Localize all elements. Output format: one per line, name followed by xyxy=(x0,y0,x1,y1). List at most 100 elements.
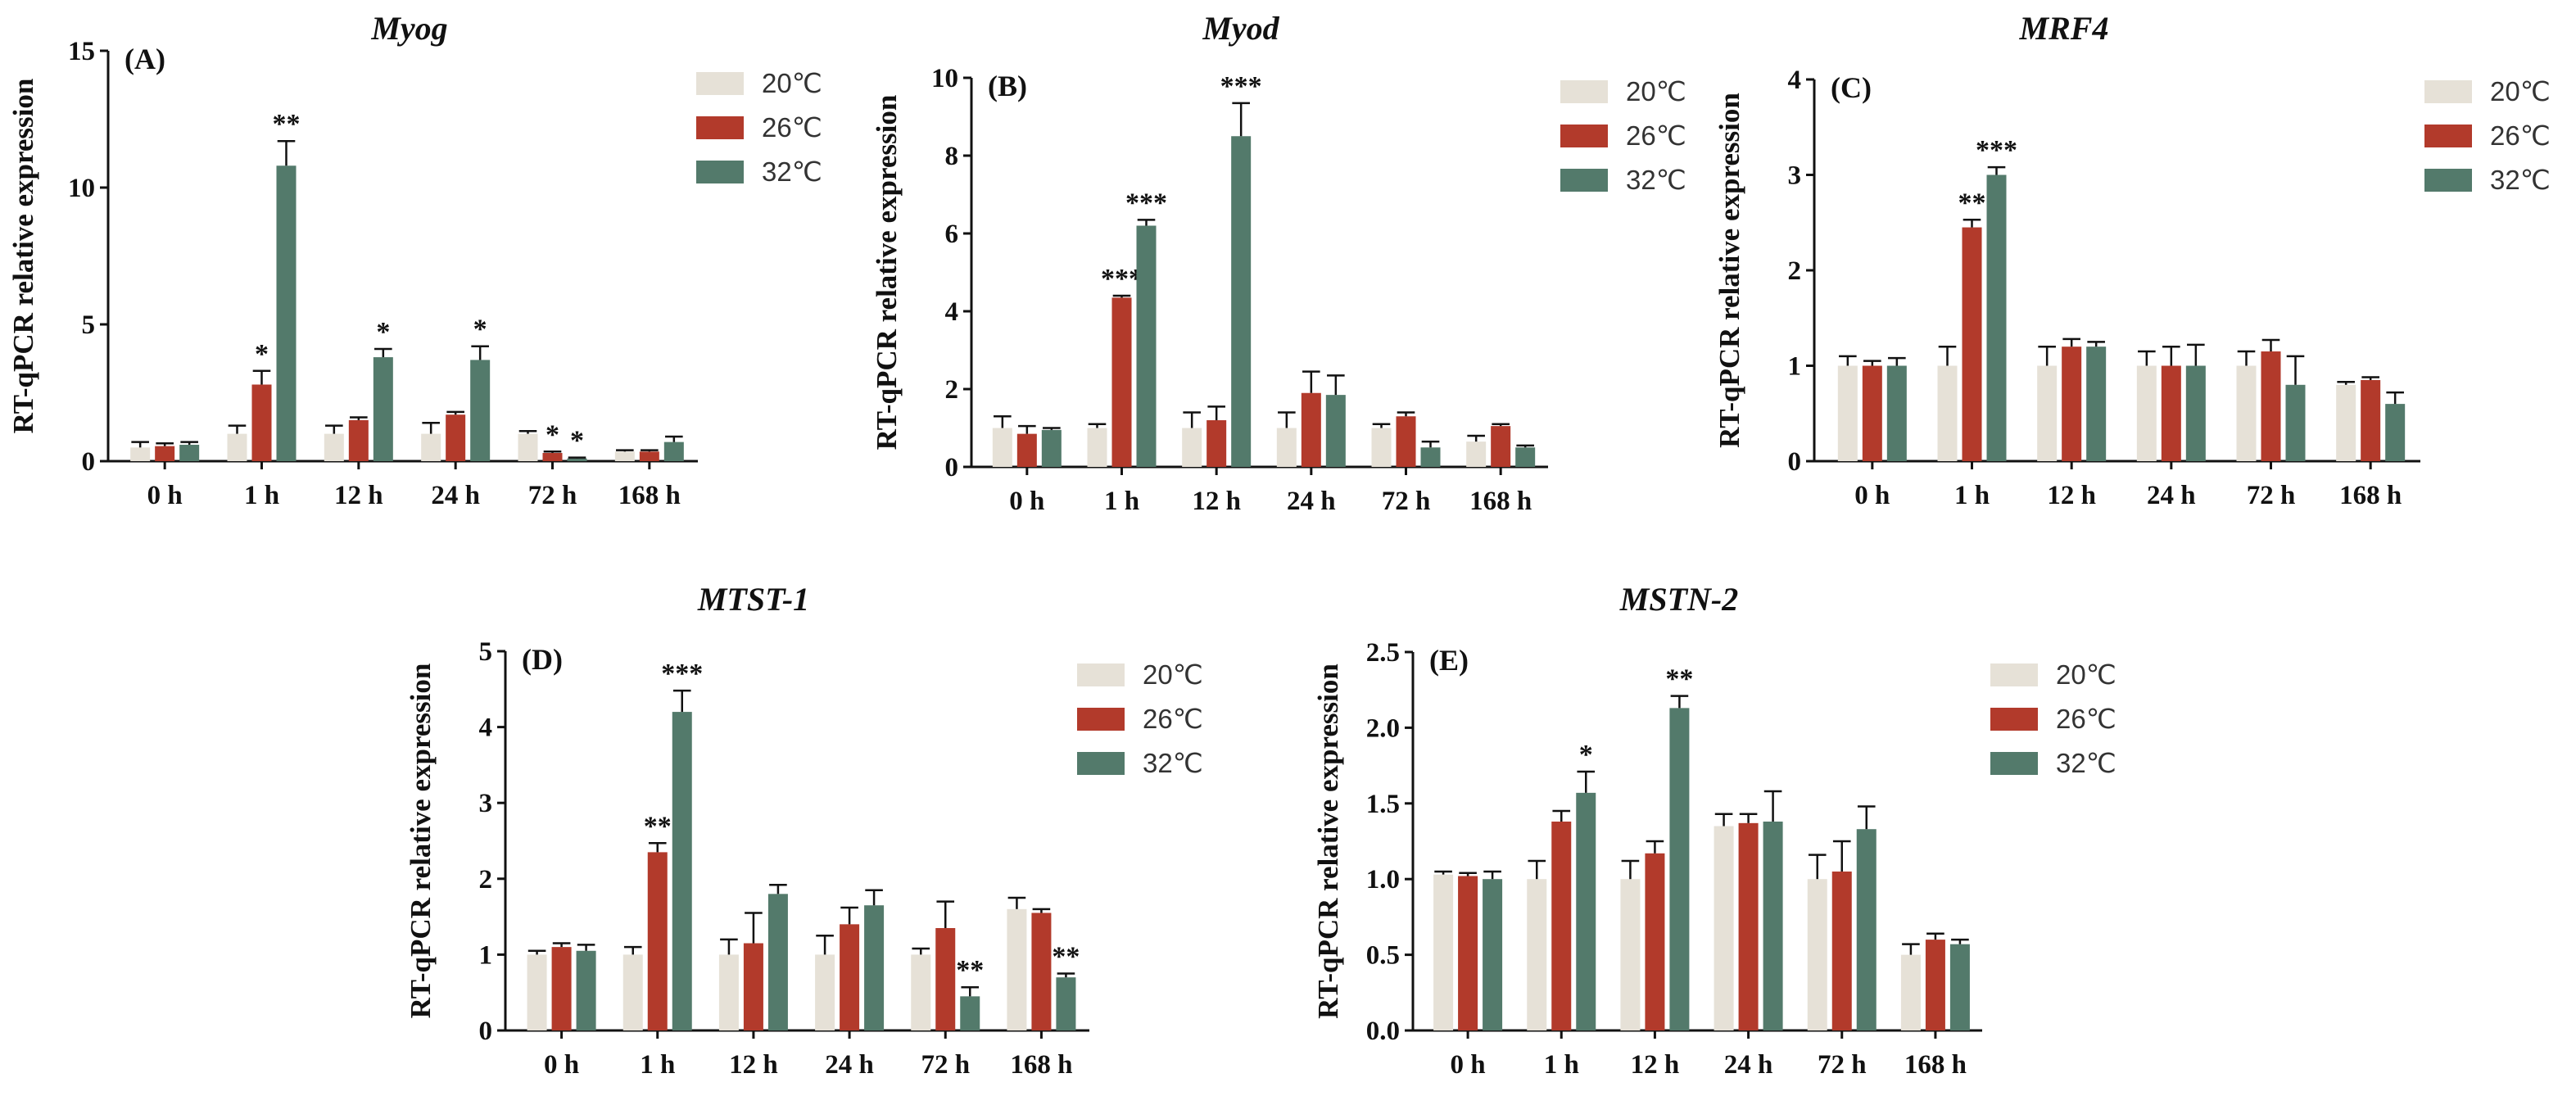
bar-32c-1h xyxy=(672,712,692,1030)
bar-20c-72h xyxy=(911,954,931,1030)
x-tick-label: 0 h xyxy=(1009,487,1044,516)
bar-26c-72h xyxy=(542,452,563,461)
bar-32c-0h xyxy=(1483,879,1503,1030)
significance-marker: * xyxy=(376,317,390,347)
bar-26c-0h xyxy=(1862,365,1882,461)
chart-title: MRF4 xyxy=(2019,10,2109,47)
chart-title: MSTN-2 xyxy=(1619,581,1738,618)
y-axis-label: RT-qPCR relative expression xyxy=(871,95,903,451)
bar-32c-72h xyxy=(2285,384,2306,461)
legend-swatch xyxy=(1077,663,1125,686)
bar-26c-72h xyxy=(1831,871,1852,1030)
chart-title: MTST-1 xyxy=(697,581,809,618)
y-tick-label: 2.5 xyxy=(1366,638,1400,668)
significance-marker: ** xyxy=(1958,188,1986,218)
bar-20c-1h xyxy=(1937,365,1958,461)
bar-32c-168h xyxy=(663,442,684,461)
bar-32c-24h xyxy=(2185,365,2206,461)
chart-panel-d: MTST-1 (D) RT-qPCR relative expression 0 1 2 3… xyxy=(405,581,1203,1080)
legend-label: 32℃ xyxy=(762,156,822,187)
significance-marker: ** xyxy=(644,811,672,841)
y-tick-label: 8 xyxy=(945,142,959,171)
significance-marker: ** xyxy=(1052,942,1080,972)
bar-32c-168h xyxy=(2385,404,2406,461)
x-tick-label: 0 h xyxy=(1854,481,1890,510)
chart-panel-e: MSTN-2 (E) RT-qPCR relative expression 0.0 0… xyxy=(1312,581,2116,1080)
significance-marker: *** xyxy=(1101,264,1143,294)
bar-26c-72h xyxy=(935,927,956,1030)
chart-panel-b: Myod (B) RT-qPCR relative expression 0 2 4 6 8 1… xyxy=(871,10,1686,516)
bar-20c-168h xyxy=(1466,442,1487,467)
bar-32c-12h xyxy=(2086,346,2107,461)
bar-32c-12h xyxy=(373,357,393,461)
bar-26c-1h xyxy=(251,384,272,461)
panel-label: (C) xyxy=(1831,71,1872,104)
y-tick-label: 4 xyxy=(479,713,493,743)
bar-20c-24h xyxy=(421,433,441,461)
chart-panel-c: MRF4 (C) RT-qPCR relative expression 0 1 2 3 4 0… xyxy=(1714,10,2551,510)
x-tick-label: 12 h xyxy=(2047,481,2096,510)
bar-20c-72h xyxy=(1371,428,1392,467)
bar-32c-72h xyxy=(1420,447,1441,467)
legend-swatch xyxy=(1560,169,1608,192)
bar-32c-72h xyxy=(1856,829,1877,1030)
bar-32c-24h xyxy=(1763,821,1783,1030)
x-tick-label: 72 h xyxy=(921,1050,970,1080)
y-tick-label: 2 xyxy=(945,375,959,405)
x-tick-label: 168 h xyxy=(618,481,681,510)
x-tick-label: 12 h xyxy=(729,1050,778,1080)
legend: 20℃ 26℃ 32℃ xyxy=(1560,76,1686,195)
x-tick-label: 0 h xyxy=(147,481,183,510)
y-tick-label: 6 xyxy=(945,220,959,249)
bar-20c-1h xyxy=(1087,428,1107,467)
x-tick-label: 72 h xyxy=(1382,487,1431,516)
legend-swatch xyxy=(1560,125,1608,147)
significance-marker: * xyxy=(1579,740,1593,770)
y-tick-label: 4 xyxy=(1788,66,1802,95)
y-tick-label: 10 xyxy=(68,174,95,203)
bar-26c-1h xyxy=(647,852,668,1030)
chart-title: Myod xyxy=(1202,10,1279,47)
bar-32c-24h xyxy=(864,905,885,1030)
y-tick-label: 0 xyxy=(1788,447,1802,477)
chart-title: Myog xyxy=(370,10,447,47)
bar-26c-168h xyxy=(639,451,659,461)
legend-label: 32℃ xyxy=(2490,165,2551,195)
x-tick-label: 24 h xyxy=(2147,481,2196,510)
x-tick-label: 168 h xyxy=(2339,481,2402,510)
x-tick-label: 1 h xyxy=(244,481,279,510)
y-tick-label: 1.0 xyxy=(1366,865,1400,894)
bar-20c-24h xyxy=(1714,826,1734,1030)
legend-label: 20℃ xyxy=(762,68,822,98)
bar-26c-168h xyxy=(1925,940,1945,1030)
bar-20c-12h xyxy=(1620,879,1641,1030)
y-axis-label: RT-qPCR relative expression xyxy=(1714,93,1745,448)
legend-label: 26℃ xyxy=(2056,704,2116,734)
panel-label: (B) xyxy=(988,70,1027,102)
bar-20c-24h xyxy=(2136,365,2157,461)
bar-20c-168h xyxy=(1007,908,1027,1030)
x-tick-label: 1 h xyxy=(1544,1050,1579,1080)
x-tick-label: 24 h xyxy=(825,1050,874,1080)
legend-swatch xyxy=(1990,752,2038,775)
x-tick-label: 1 h xyxy=(1954,481,1990,510)
significance-marker: * xyxy=(473,315,487,345)
significance-marker: * xyxy=(255,339,269,369)
x-tick-label: 1 h xyxy=(1104,487,1139,516)
x-tick-label: 1 h xyxy=(640,1050,675,1080)
y-axis-label: RT-qPCR relative expression xyxy=(405,663,437,1019)
y-tick-label: 2 xyxy=(1788,256,1802,286)
x-tick-label: 168 h xyxy=(1904,1050,1967,1080)
y-tick-label: 4 xyxy=(945,297,959,327)
bar-20c-1h xyxy=(622,954,643,1030)
x-tick-label: 24 h xyxy=(1724,1050,1773,1080)
bar-26c-168h xyxy=(2361,379,2381,461)
y-tick-label: 2 xyxy=(479,865,493,894)
y-tick-label: 3 xyxy=(1788,161,1802,191)
legend-swatch xyxy=(2424,169,2472,192)
bar-32c-0h xyxy=(1886,365,1907,461)
legend-label: 26℃ xyxy=(1626,120,1686,151)
bar-20c-0h xyxy=(1837,365,1858,461)
legend-label: 32℃ xyxy=(2056,748,2116,778)
